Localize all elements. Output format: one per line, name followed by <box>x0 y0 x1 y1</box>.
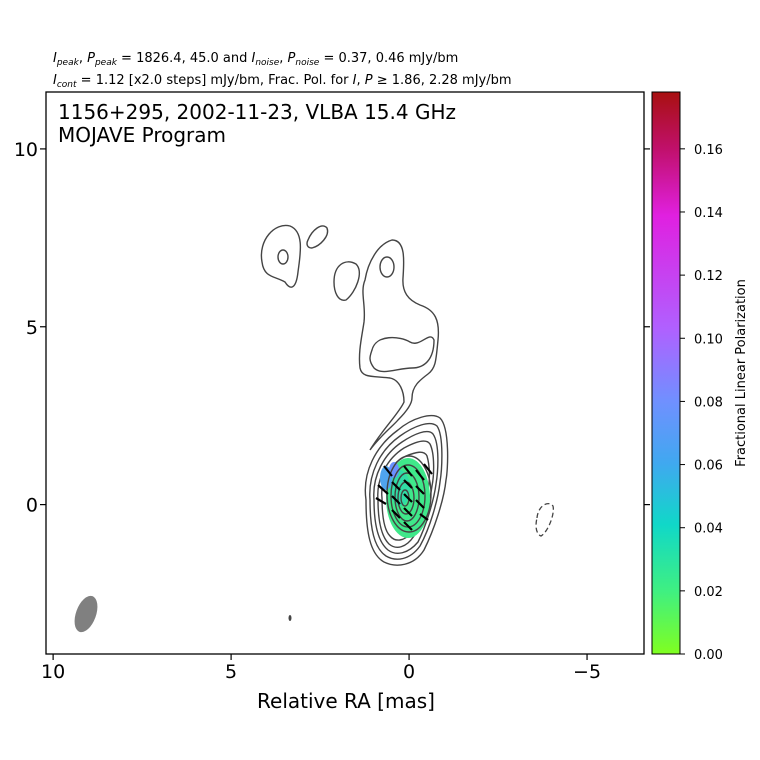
colorbar-tick-label: 0.10 <box>694 332 723 347</box>
y-tick-label: 0 <box>26 495 38 517</box>
header-line-2: Icont = 1.12 [x2.0 steps] mJy/bm, Frac. … <box>53 73 512 90</box>
colorbar-tick-label: 0.00 <box>694 648 723 663</box>
colorbar-tick-label: 0.06 <box>694 459 723 474</box>
contour-core-8 <box>394 472 420 522</box>
colorbar <box>651 91 681 655</box>
colorbar-ticks: 0.00 0.02 0.04 0.06 0.08 0.10 0.12 0.14 0.16 <box>680 143 723 663</box>
contour-jet-upper <box>358 239 440 451</box>
colorbar-label: Fractional Linear Polarization <box>734 279 749 467</box>
colorbar-tick-label: 0.14 <box>694 206 723 221</box>
y-axis: 10 5 0 <box>14 139 650 517</box>
contour-jet-middle <box>369 336 435 373</box>
colorbar-tick-label: 0.02 <box>694 585 723 600</box>
colorbar-tick-label: 0.12 <box>694 269 723 284</box>
y-tick-label: 10 <box>14 139 38 161</box>
x-tick-label: 0 <box>403 661 415 683</box>
contour-core-2 <box>369 422 443 560</box>
y-tick-label: 5 <box>26 317 38 339</box>
contour-jet-blob-left-inner <box>277 249 289 265</box>
header-line-1: Ipeak, Ppeak = 1826.4, 45.0 and Inoise, … <box>53 51 458 68</box>
x-tick-label: 10 <box>41 661 65 683</box>
evpa-vectors <box>375 463 433 531</box>
contour-jet-blob-small <box>306 225 329 249</box>
chart-title-line-1: 1156+295, 2002-11-23, VLBA 15.4 GHz <box>58 100 456 124</box>
plot-area <box>45 91 645 655</box>
noise-artifact <box>288 615 292 621</box>
contour-core-1 <box>364 414 449 566</box>
x-axis-label: Relative RA [mas] <box>257 689 435 713</box>
contour-jet-blob-left <box>260 224 302 288</box>
colorbar-tick-label: 0.04 <box>694 522 723 537</box>
contour-core-3 <box>373 430 439 554</box>
x-axis: 10 5 0 −5 <box>41 654 601 683</box>
beam-ellipse <box>74 595 98 633</box>
colorbar-tick-label: 0.16 <box>694 143 723 158</box>
x-tick-label: −5 <box>573 661 601 683</box>
contour-jet-upper-inner <box>379 256 395 278</box>
contour-negative <box>535 503 554 537</box>
colorbar-tick-label: 0.08 <box>694 395 723 410</box>
contour-core-4 <box>377 440 435 548</box>
contour-jet-blob-mid <box>333 261 360 301</box>
contour-map <box>74 224 554 633</box>
x-tick-label: 5 <box>225 661 237 683</box>
chart-title-line-2: MOJAVE Program <box>58 123 226 147</box>
